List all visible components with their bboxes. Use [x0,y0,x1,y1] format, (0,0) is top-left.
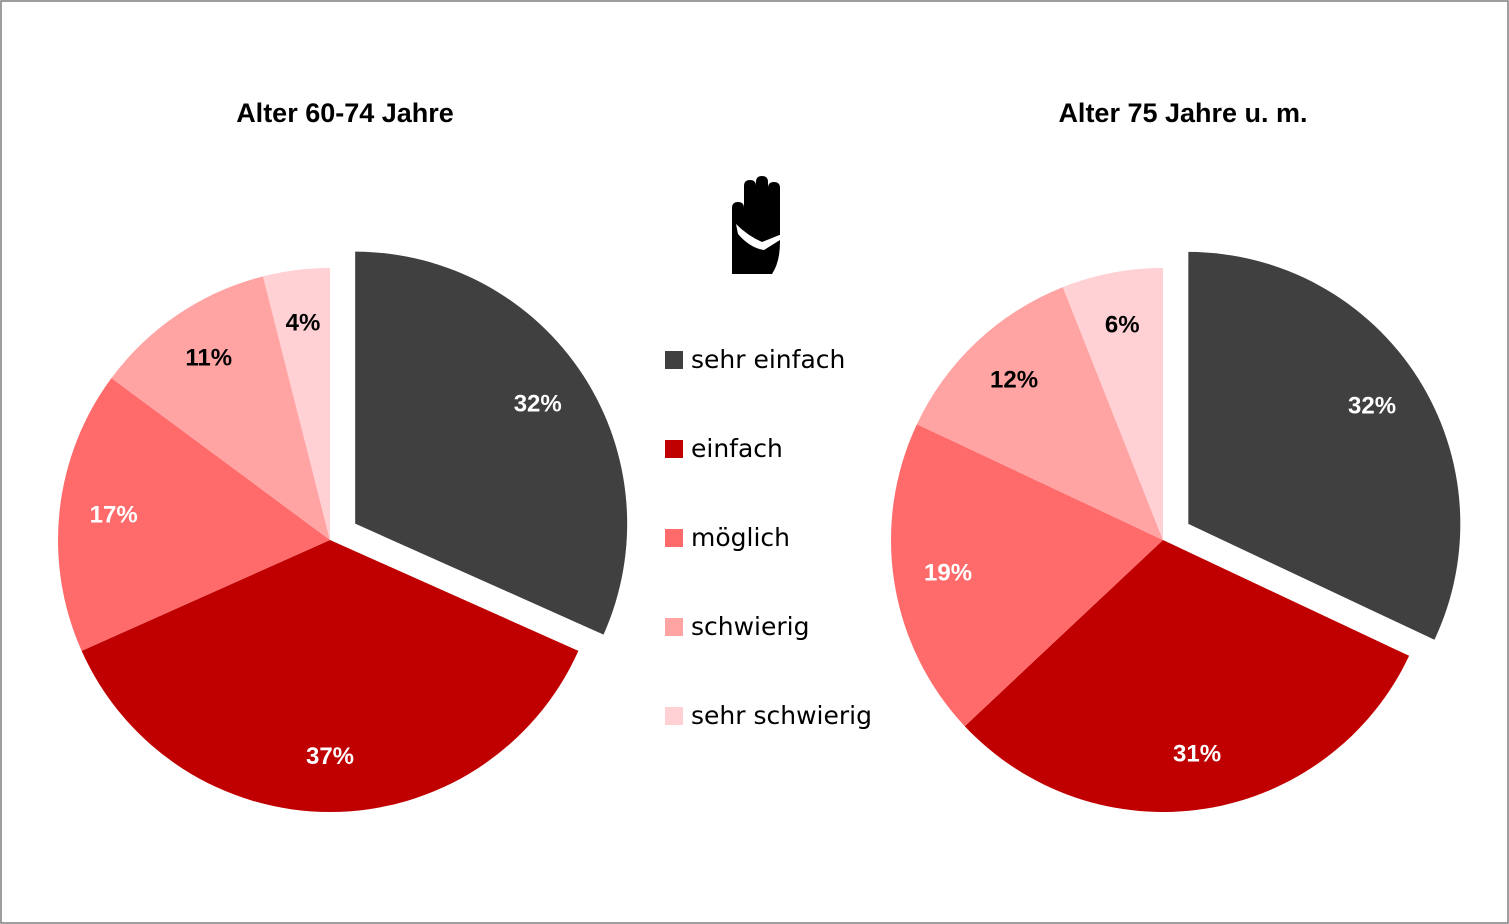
legend-swatch [665,440,683,458]
data-label: 19% [924,559,972,586]
legend-label: möglich [691,523,790,552]
hand-icon [732,176,782,274]
data-label: 31% [1173,740,1221,767]
pie-slice: einfach [81,540,579,812]
pie-slice: möglich [57,378,330,651]
pie-slice: möglich [891,424,1163,727]
data-label: 11% [185,345,232,372]
pie-slice: sehr einfach [1188,251,1461,640]
legend-label: sehr einfach [691,345,845,374]
legend-swatch [665,351,683,369]
data-label: 6% [1105,312,1140,339]
data-label: 12% [990,367,1038,394]
legend-swatch [665,707,683,725]
chart-title: Alter 75 Jahre u. m. [1058,98,1307,128]
legend-swatch [665,618,683,636]
legend-label: sehr schwierig [691,701,872,730]
pie-slice: sehr einfach [355,251,628,635]
legend-label: schwierig [691,612,809,641]
pie-slice: einfach [964,540,1410,812]
legend-swatch [665,529,683,547]
chart-title: Alter 60-74 Jahre [236,98,454,128]
data-label: 37% [306,743,354,770]
pie-slice: sehr schwierig [1062,268,1163,540]
pie-slice: schwierig [111,276,331,540]
data-label: 32% [514,391,562,418]
legend-label: einfach [691,434,783,463]
data-label: 4% [286,309,321,336]
data-label: 17% [90,502,138,529]
data-label: 32% [1348,393,1396,420]
pie-slice: schwierig [916,287,1163,540]
pie-slice: sehr schwierig [263,268,330,540]
